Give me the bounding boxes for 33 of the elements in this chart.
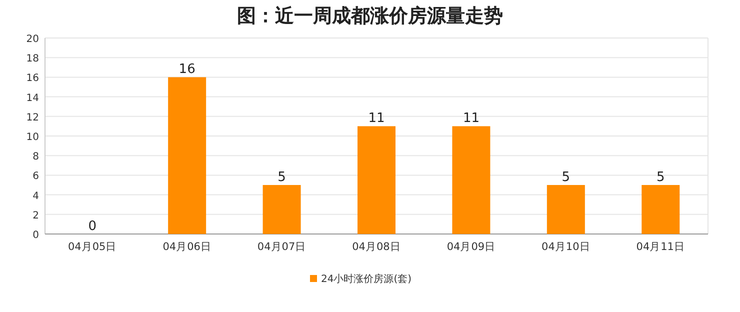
x-tick-label: 04月08日 (352, 241, 401, 253)
x-tick-label: 04月06日 (162, 241, 212, 253)
data-label: 5 (562, 170, 570, 185)
y-tick-label: 6 (32, 171, 39, 182)
bar (642, 185, 680, 234)
y-tick-label: 12 (26, 112, 39, 124)
data-label: 11 (462, 111, 480, 126)
data-label: 0 (88, 219, 96, 234)
x-tick-label: 04月11日 (636, 241, 686, 253)
x-tick-label: 04月07日 (257, 241, 306, 253)
y-tick-label: 10 (26, 132, 39, 143)
bar (262, 185, 301, 234)
data-label: 11 (368, 111, 385, 126)
bar (168, 77, 206, 234)
legend-label: 24小时涨价房源(套) (321, 273, 412, 285)
chart-title: 图：近一周成都涨价房源量走势 (237, 5, 503, 27)
y-tick-label: 14 (26, 92, 39, 104)
y-tick-label: 20 (26, 34, 39, 45)
x-tick-label: 04月05日 (68, 241, 117, 253)
y-tick-label: 4 (32, 190, 39, 202)
y-tick-label: 2 (32, 210, 39, 222)
y-tick-label: 16 (26, 73, 39, 84)
x-tick-label: 04月10日 (542, 241, 590, 253)
bar (546, 185, 585, 234)
x-tick-label: 04月09日 (446, 241, 496, 253)
bar (358, 126, 396, 234)
y-tick-label: 18 (26, 54, 39, 65)
y-tick-label: 0 (32, 230, 39, 241)
data-label: 5 (656, 170, 665, 185)
y-tick-label: 8 (32, 152, 39, 163)
bar (452, 126, 490, 234)
data-label: 5 (278, 170, 286, 185)
data-label: 16 (178, 62, 196, 78)
